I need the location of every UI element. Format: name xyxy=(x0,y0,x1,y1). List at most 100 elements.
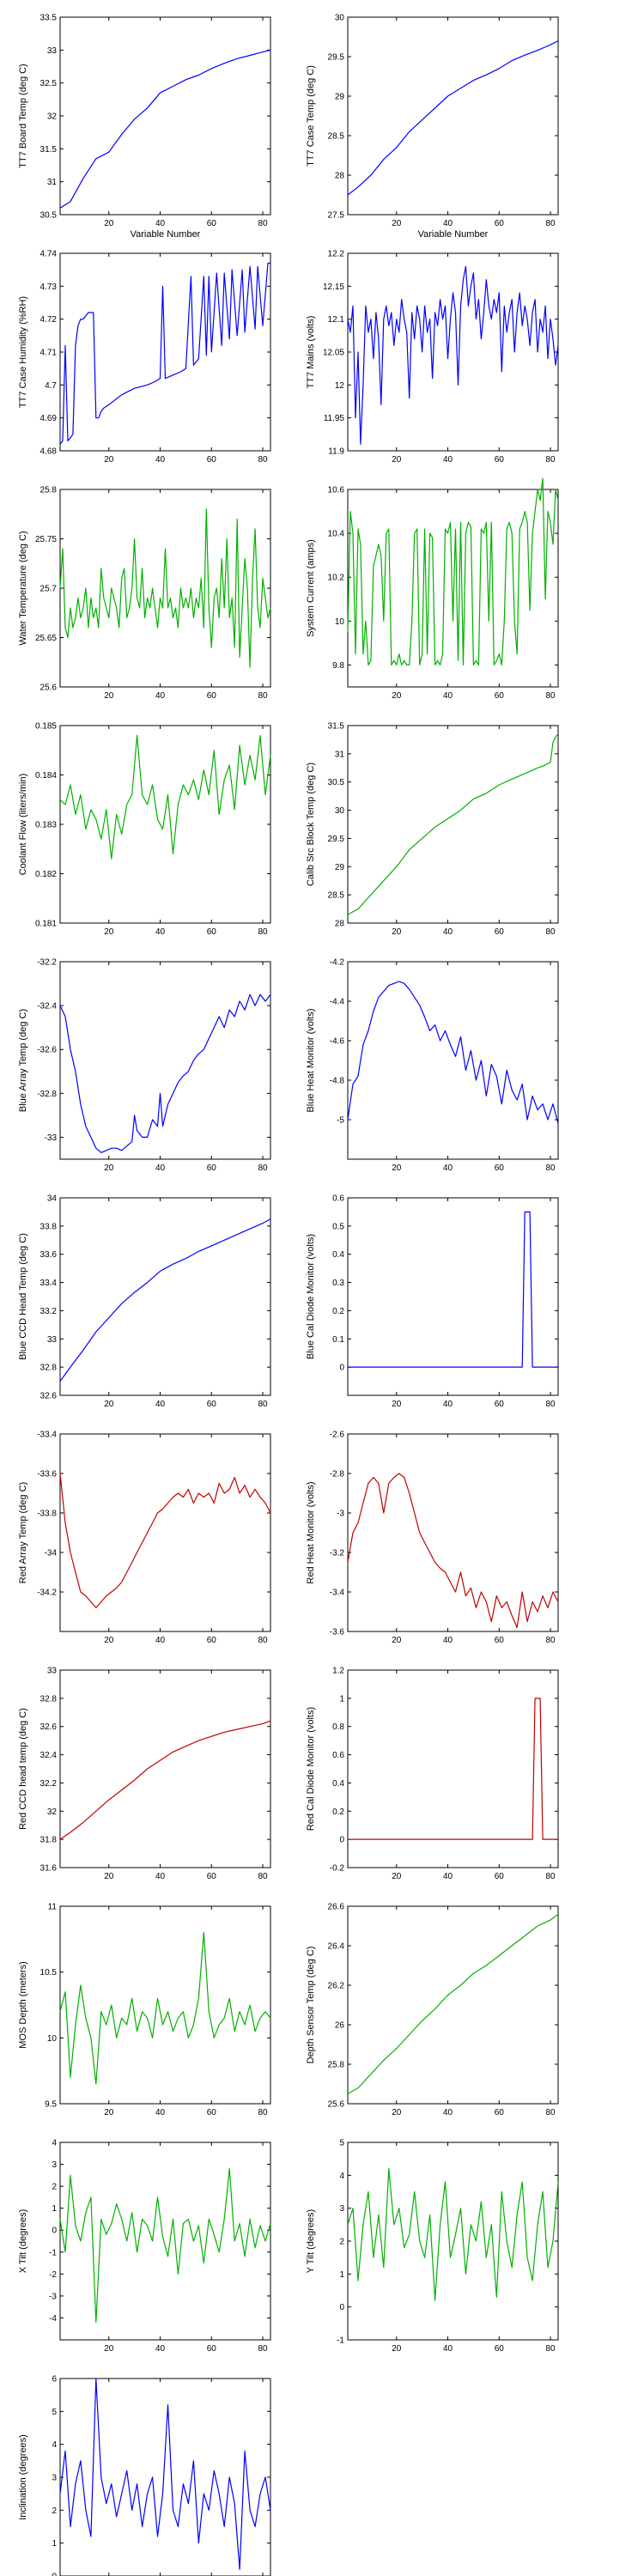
y-tick-label: 0.2 xyxy=(332,1307,344,1316)
y-tick-label: 10.2 xyxy=(328,574,345,583)
x-tick-label: 60 xyxy=(207,927,217,937)
y-tick-label: 9.5 xyxy=(45,2100,57,2110)
x-tick-label: 80 xyxy=(258,1636,268,1645)
y-axis-label: MOS Depth (meters) xyxy=(18,1961,28,2048)
y-tick-label: 32.2 xyxy=(40,1779,58,1789)
y-tick-label: -3.2 xyxy=(330,1549,345,1558)
y-tick-label: 4 xyxy=(339,2172,344,2181)
chart-y-tilt-degrees: 20 40 60 80 -1 0 1 2 3 4 5 Y Tilt (degrees) xyxy=(306,2139,559,2354)
y-tick-label: 10.4 xyxy=(328,530,345,539)
y-tick-label: 25.6 xyxy=(40,683,58,693)
x-tick-label: 60 xyxy=(207,1400,217,1409)
y-tick-label: 33.2 xyxy=(40,1307,58,1316)
y-tick-label: 31.5 xyxy=(40,145,58,155)
x-tick-label: 80 xyxy=(258,1400,268,1409)
plot-area xyxy=(347,2142,559,2341)
x-tick-label: 40 xyxy=(443,2344,453,2354)
chart-red-cal-diode-monitor-volts: 20 40 60 80 -0.2 0 0.2 0.4 0.6 0.8 1 1.2 Red Cal Dio… xyxy=(306,1667,559,1881)
x-tick-label: 60 xyxy=(495,1163,505,1173)
y-tick-label: 31.8 xyxy=(40,1836,58,1845)
x-tick-label: 40 xyxy=(155,1872,166,1881)
y-tick-label: -1 xyxy=(337,2336,344,2346)
y-tick-label: -2 xyxy=(49,2270,57,2280)
y-tick-label: 11 xyxy=(48,1903,58,1912)
x-tick-label: 80 xyxy=(545,927,556,937)
x-tick-label: 80 xyxy=(258,2108,268,2117)
x-tick-label: 60 xyxy=(207,2108,217,2117)
x-axis-label: Variable Number xyxy=(131,229,201,240)
series-line xyxy=(347,40,559,196)
plot-area xyxy=(59,252,271,452)
x-tick-label: 40 xyxy=(155,691,166,701)
y-tick-label: 30 xyxy=(335,14,345,23)
y-tick-label: 12.05 xyxy=(323,349,344,358)
y-tick-label: 31.5 xyxy=(328,722,345,732)
y-tick-label: -3 xyxy=(49,2292,57,2301)
y-axis-label: Red Array Temp (deg C) xyxy=(18,1482,28,1583)
plot-area xyxy=(59,725,271,924)
x-tick-label: 40 xyxy=(155,219,166,228)
x-tick-label: 60 xyxy=(495,219,505,228)
y-axis-label: TT7 Case Humidity (%RH) xyxy=(18,296,28,408)
y-tick-label: -4 xyxy=(49,2314,57,2324)
x-tick-label: 20 xyxy=(104,1872,114,1881)
y-tick-label: -32.2 xyxy=(37,958,57,968)
y-tick-label: 12.2 xyxy=(328,250,345,259)
y-tick-label: 0.4 xyxy=(332,1779,344,1789)
x-tick-label: 80 xyxy=(258,455,268,465)
y-tick-label: 1.2 xyxy=(332,1667,344,1676)
y-tick-label: 25.75 xyxy=(35,535,57,544)
y-axis-label: TT7 Mains (volts) xyxy=(306,316,316,389)
y-tick-label: 0.185 xyxy=(35,722,57,732)
plot-area xyxy=(347,1669,559,1868)
y-tick-label: -33 xyxy=(45,1133,58,1143)
x-tick-label: 40 xyxy=(443,1400,453,1409)
x-tick-label: 80 xyxy=(545,1636,556,1645)
plot-area xyxy=(347,1905,559,2105)
x-tick-label: 80 xyxy=(545,455,556,465)
x-tick-label: 20 xyxy=(392,1400,402,1409)
y-tick-label: 0.6 xyxy=(332,1751,344,1760)
x-tick-label: 40 xyxy=(443,1636,453,1645)
y-axis-label: Blue Heat Monitor (volts) xyxy=(306,1008,316,1112)
y-tick-label: 4.69 xyxy=(40,414,58,423)
y-tick-label: 33 xyxy=(47,46,58,56)
y-axis-label: Depth Sensor Temp (deg C) xyxy=(306,1947,316,2064)
y-axis-label: Coolant Flow (liters/min) xyxy=(18,774,28,876)
x-tick-label: 20 xyxy=(392,2344,402,2354)
series-line xyxy=(347,1473,559,1629)
y-tick-label: 28.5 xyxy=(328,891,345,901)
x-tick-label: 20 xyxy=(392,455,402,465)
y-tick-label: 6 xyxy=(52,2375,57,2385)
x-tick-label: 80 xyxy=(258,219,268,228)
y-tick-label: 2 xyxy=(52,2506,57,2516)
x-tick-label: 40 xyxy=(443,1163,453,1173)
y-tick-label: -3 xyxy=(337,1510,344,1519)
x-tick-label: 20 xyxy=(104,2108,114,2117)
x-tick-label: 60 xyxy=(495,455,505,465)
chart-depth-sensor-temp-deg-c: 20 40 60 80 25.6 25.8 26 26.2 26.4 26.6 Depth Sens… xyxy=(306,1903,559,2117)
y-tick-label: 2 xyxy=(339,2238,344,2247)
chart-coolant-flow-liters-min: 20 40 60 80 0.181 0.182 0.183 0.184 0.185 Coolant… xyxy=(18,722,271,937)
series-line xyxy=(59,2378,271,2570)
y-tick-label: 12.15 xyxy=(323,283,344,292)
y-tick-label: 0 xyxy=(52,2227,57,2236)
y-axis-label: X Tilt (degrees) xyxy=(18,2209,28,2274)
x-tick-label: 20 xyxy=(104,927,114,937)
x-tick-label: 80 xyxy=(545,691,556,701)
y-tick-label: 4 xyxy=(52,2440,57,2450)
y-tick-label: -32.8 xyxy=(37,1090,57,1099)
y-axis-label: Calib Src Block Temp (deg C) xyxy=(306,762,316,886)
x-tick-label: 80 xyxy=(545,2108,556,2117)
x-tick-label: 20 xyxy=(104,1636,114,1645)
plot-area xyxy=(59,1669,271,1868)
y-tick-label: 3 xyxy=(52,2474,57,2483)
y-tick-label: -0.2 xyxy=(330,1864,345,1874)
series-line xyxy=(59,49,271,209)
plot-area xyxy=(59,961,271,1160)
x-tick-label: 20 xyxy=(104,1400,114,1409)
chart-red-heat-monitor-volts: 20 40 60 80 -3.6 -3.4 -3.2 -3 -2.8 -2.6 Red Heat M… xyxy=(306,1431,559,1645)
y-tick-label: 0.4 xyxy=(332,1250,344,1260)
y-tick-label: 0.6 xyxy=(332,1194,344,1204)
x-tick-label: 20 xyxy=(392,219,402,228)
